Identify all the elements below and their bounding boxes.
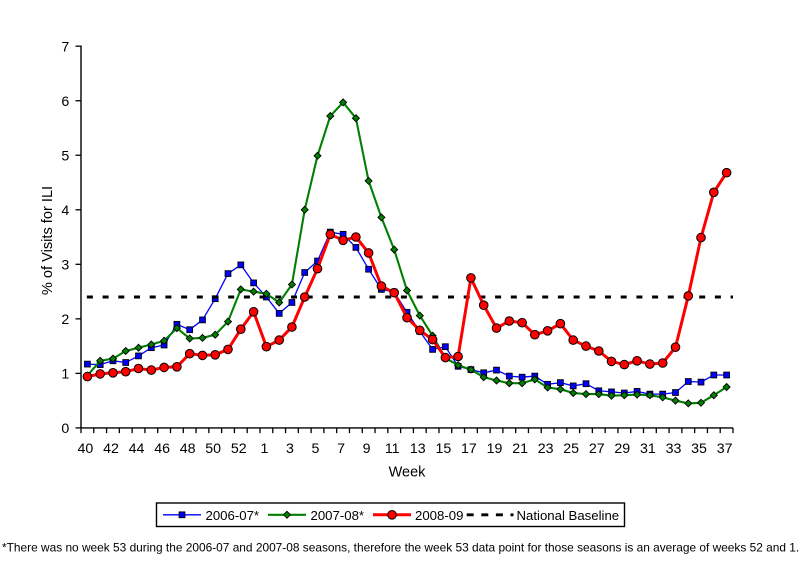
svg-text:48: 48: [180, 441, 196, 457]
svg-text:0: 0: [61, 421, 69, 437]
svg-text:40: 40: [78, 441, 94, 457]
svg-text:23: 23: [538, 441, 554, 457]
svg-text:9: 9: [363, 441, 371, 457]
svg-text:46: 46: [154, 441, 170, 457]
svg-text:2: 2: [61, 312, 69, 328]
svg-text:6: 6: [61, 94, 69, 110]
svg-text:42: 42: [103, 441, 119, 457]
svg-text:13: 13: [410, 441, 426, 457]
svg-text:25: 25: [563, 441, 579, 457]
svg-text:31: 31: [640, 441, 656, 457]
svg-text:52: 52: [231, 441, 247, 457]
svg-text:% of Visits for ILI: % of Visits for ILI: [40, 186, 56, 295]
svg-text:5: 5: [312, 441, 320, 457]
svg-text:29: 29: [614, 441, 630, 457]
svg-text:4: 4: [61, 203, 69, 219]
svg-text:Week: Week: [389, 465, 427, 481]
svg-text:1: 1: [260, 441, 268, 457]
svg-text:*There was no week 53 during t: *There was no week 53 during the 2006-07…: [2, 541, 799, 555]
svg-text:17: 17: [461, 441, 477, 457]
svg-text:37: 37: [717, 441, 733, 457]
svg-text:33: 33: [666, 441, 682, 457]
svg-text:5: 5: [61, 148, 69, 164]
svg-text:44: 44: [129, 441, 145, 457]
svg-text:2006-07*: 2006-07*: [206, 508, 260, 523]
svg-text:3: 3: [286, 441, 294, 457]
svg-text:35: 35: [691, 441, 707, 457]
svg-text:1: 1: [61, 367, 69, 383]
svg-text:2007-08*: 2007-08*: [311, 508, 365, 523]
svg-text:7: 7: [61, 39, 69, 55]
svg-text:7: 7: [337, 441, 345, 457]
svg-text:National Baseline: National Baseline: [517, 508, 620, 523]
svg-text:2008-09: 2008-09: [415, 508, 463, 523]
svg-text:11: 11: [385, 441, 400, 457]
svg-text:27: 27: [589, 441, 605, 457]
svg-text:19: 19: [487, 441, 503, 457]
svg-text:21: 21: [512, 441, 528, 457]
svg-text:50: 50: [205, 441, 221, 457]
svg-text:15: 15: [436, 441, 452, 457]
svg-text:3: 3: [61, 258, 69, 274]
